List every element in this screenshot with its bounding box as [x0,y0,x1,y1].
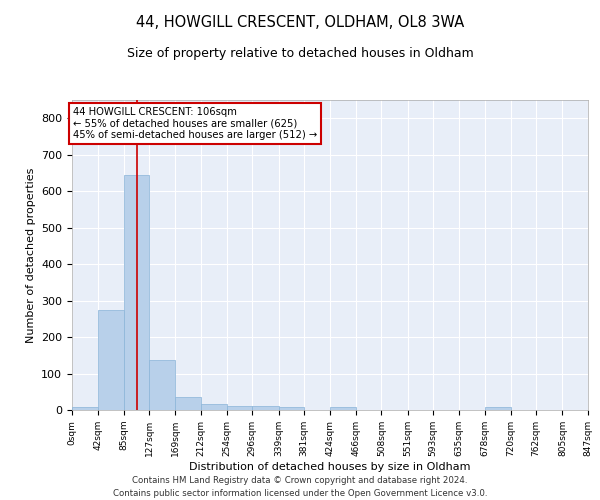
Bar [278,407,304,410]
Bar [227,406,253,410]
Bar [72,407,98,410]
Text: Contains public sector information licensed under the Open Government Licence v3: Contains public sector information licen… [113,489,487,498]
Bar [331,407,356,410]
Bar [98,310,124,410]
Bar [253,406,278,410]
X-axis label: Distribution of detached houses by size in Oldham: Distribution of detached houses by size … [189,462,471,471]
Bar [201,404,227,410]
Text: 44, HOWGILL CRESCENT, OLDHAM, OL8 3WA: 44, HOWGILL CRESCENT, OLDHAM, OL8 3WA [136,15,464,30]
Text: 44 HOWGILL CRESCENT: 106sqm
← 55% of detached houses are smaller (625)
45% of se: 44 HOWGILL CRESCENT: 106sqm ← 55% of det… [73,108,317,140]
Y-axis label: Number of detached properties: Number of detached properties [26,168,35,342]
Text: Size of property relative to detached houses in Oldham: Size of property relative to detached ho… [127,48,473,60]
Bar [124,175,149,410]
Bar [175,397,201,410]
Text: Contains HM Land Registry data © Crown copyright and database right 2024.: Contains HM Land Registry data © Crown c… [132,476,468,485]
Bar [485,407,511,410]
Bar [149,360,175,410]
